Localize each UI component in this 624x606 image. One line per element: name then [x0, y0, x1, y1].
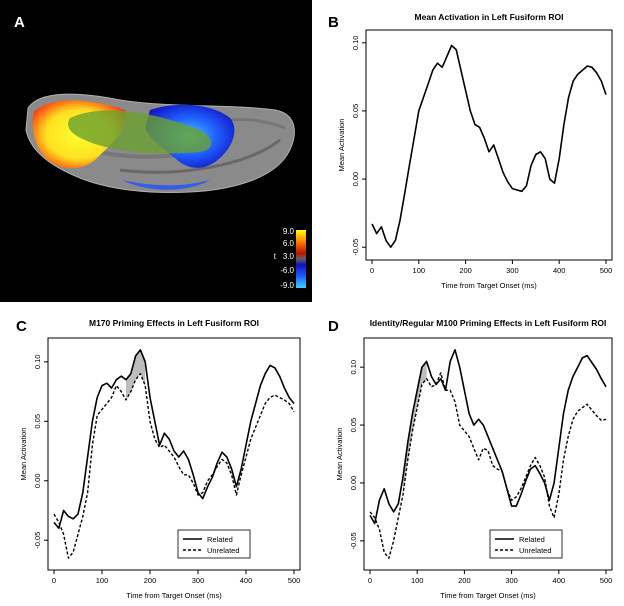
colorbar-tick-6: 6.0 — [283, 239, 295, 248]
panel-b: B Mean Activation in Left Fusiform ROI 0 1… — [312, 0, 624, 302]
panel-c: C M170 Priming Effects in Left Fusiform … — [0, 302, 312, 606]
panel-a-letter: A — [14, 14, 25, 31]
colorbar-tick-9: 9.0 — [283, 227, 295, 236]
x-tick-label: 400 — [553, 576, 566, 585]
y-tick-label: 0.00 — [33, 473, 42, 488]
plot-frame — [363, 337, 613, 571]
x-tick-label: 200 — [458, 576, 471, 585]
x-tick-label: 400 — [240, 576, 253, 585]
panel-b-letter: B — [328, 14, 339, 31]
x-tick-label: 400 — [553, 266, 566, 275]
y-tick-label: 0.00 — [351, 172, 360, 187]
series-line-unrelated — [53, 373, 295, 559]
y-tick-label: 0.05 — [33, 414, 42, 429]
y-tick-label: -0.05 — [349, 532, 358, 549]
fusiform-roi-overlay — [68, 110, 212, 154]
x-tick-label: 100 — [96, 576, 109, 585]
x-axis-label: Time from Target Onset (ms) — [126, 591, 222, 600]
chart-title: Identity/Regular M100 Priming Effects in… — [370, 318, 607, 328]
x-tick-label: 300 — [505, 576, 518, 585]
y-tick-label: 0.10 — [351, 36, 360, 51]
y-tick-label: -0.05 — [351, 239, 360, 256]
x-tick-label: 0 — [370, 266, 374, 275]
x-tick-label: 0 — [52, 576, 56, 585]
legend-label-unrelated: Unrelated — [519, 546, 552, 555]
plot-frame — [365, 29, 613, 261]
panel-a-brain-map: A — [0, 0, 312, 302]
y-tick-label: 0.05 — [349, 418, 358, 433]
x-tick-label: 100 — [413, 266, 426, 275]
x-tick-label: 200 — [459, 266, 472, 275]
x-tick-label: 500 — [288, 576, 301, 585]
chart-d-m100-priming: Identity/Regular M100 Priming Effects in… — [335, 318, 613, 600]
y-axis-label: Mean Activation — [335, 428, 344, 481]
x-tick-label: 500 — [600, 576, 613, 585]
x-tick-label: 500 — [600, 266, 613, 275]
x-axis-label: Time from Target Onset (ms) — [441, 281, 537, 290]
x-tick-label: 200 — [144, 576, 157, 585]
legend-label-unrelated: Unrelated — [207, 546, 240, 555]
significance-shading — [126, 349, 146, 400]
series-line-related — [369, 349, 607, 525]
colorbar-tick-neg6: -6.0 — [280, 266, 294, 275]
y-axis-label: Mean Activation — [337, 119, 346, 172]
chart-title: Mean Activation in Left Fusiform ROI — [415, 12, 564, 22]
significance-shading — [403, 361, 427, 495]
brain-surface-illustration: 9.0 6.0 t 3.0 -6.0 -9.0 — [25, 93, 306, 290]
chart-title: M170 Priming Effects in Left Fusiform RO… — [89, 318, 259, 328]
legend-label-related: Related — [519, 535, 545, 544]
y-axis-label: Mean Activation — [19, 428, 28, 481]
legend-label-related: Related — [207, 535, 233, 544]
brain-sulci-shading — [119, 138, 281, 174]
chart-b-mean-activation: Mean Activation in Left Fusiform ROI 0 100… — [337, 12, 613, 290]
y-tick-label: 0.05 — [351, 104, 360, 119]
panel-d-letter: D — [328, 318, 339, 335]
x-tick-label: 300 — [506, 266, 519, 275]
x-tick-label: 0 — [368, 576, 372, 585]
y-tick-label: 0.10 — [349, 360, 358, 375]
colorbar-stat-label: t — [274, 252, 277, 261]
series-line-related — [53, 349, 295, 530]
plot-frame — [47, 337, 301, 571]
y-tick-label: -0.05 — [33, 532, 42, 549]
x-tick-label: 100 — [411, 576, 424, 585]
legend-box — [177, 529, 251, 559]
chart-c-m170-priming: M170 Priming Effects in Left Fusiform RO… — [19, 318, 301, 600]
colorbar-tick-neg9: -9.0 — [280, 281, 294, 290]
series-line-mean — [371, 44, 607, 248]
legend-box — [489, 529, 563, 559]
x-axis-label: Time from Target Onset (ms) — [440, 591, 536, 600]
y-tick-label: 0.10 — [33, 355, 42, 370]
panel-d: D Identity/Regular M100 Priming Effects … — [312, 302, 624, 606]
series-line-unrelated — [369, 372, 607, 559]
colorbar-tick-3: 3.0 — [283, 252, 295, 261]
panel-c-letter: C — [16, 318, 27, 335]
colorbar — [296, 230, 306, 288]
y-tick-label: 0.00 — [349, 476, 358, 491]
x-tick-label: 300 — [192, 576, 205, 585]
